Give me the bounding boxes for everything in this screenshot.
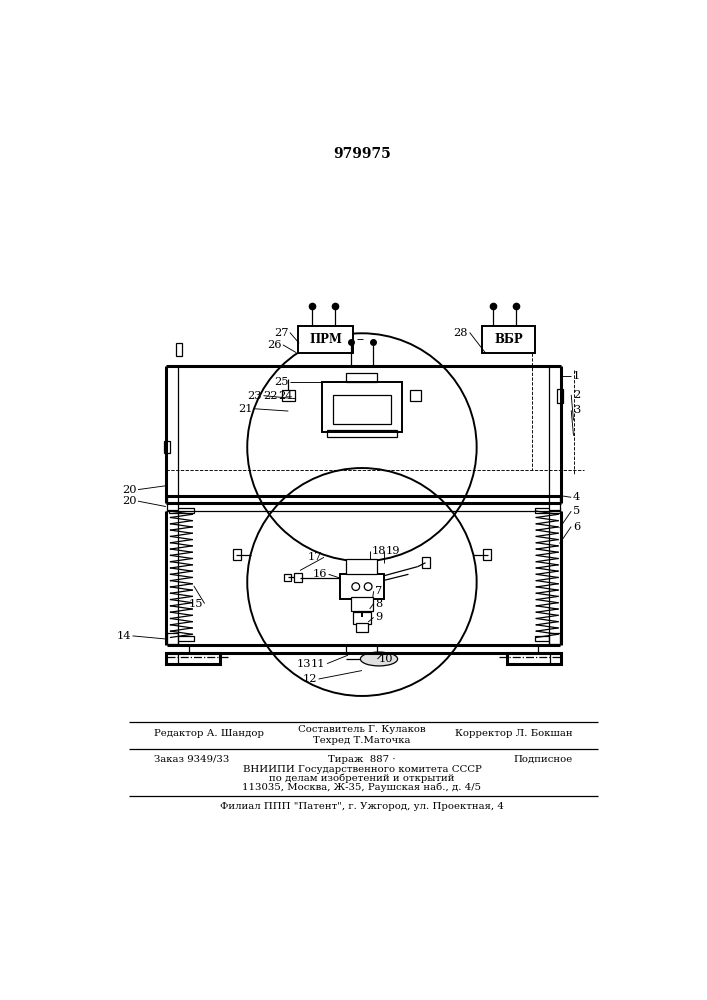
Bar bbox=[422, 557, 430, 568]
Ellipse shape bbox=[361, 652, 397, 666]
Bar bbox=[549, 633, 559, 644]
Bar bbox=[549, 496, 559, 510]
Text: 17: 17 bbox=[308, 552, 322, 562]
Text: 3: 3 bbox=[573, 405, 580, 415]
Bar bbox=[169, 508, 194, 513]
Text: Составитель Г. Кулаков: Составитель Г. Кулаков bbox=[298, 725, 426, 734]
Text: 26: 26 bbox=[267, 340, 281, 350]
Text: 21: 21 bbox=[238, 404, 252, 414]
Text: 14: 14 bbox=[117, 631, 131, 641]
Text: 7: 7 bbox=[375, 586, 382, 596]
Text: 979975: 979975 bbox=[333, 147, 391, 161]
Text: по делам изобретений и открытий: по делам изобретений и открытий bbox=[269, 774, 455, 783]
Bar bbox=[410, 390, 421, 401]
Text: Подписное: Подписное bbox=[513, 755, 573, 764]
Text: Корректор Л. Бокшан: Корректор Л. Бокшан bbox=[455, 729, 573, 738]
Text: ПРМ: ПРМ bbox=[309, 333, 342, 346]
Bar bbox=[356, 623, 368, 632]
Text: 19: 19 bbox=[385, 546, 399, 556]
Bar bbox=[298, 326, 354, 353]
Bar bbox=[483, 549, 491, 560]
Text: Заказ 9349/33: Заказ 9349/33 bbox=[154, 755, 230, 764]
Text: 28: 28 bbox=[454, 328, 468, 338]
Bar bbox=[168, 633, 178, 644]
Text: 15: 15 bbox=[189, 599, 203, 609]
Bar bbox=[168, 496, 178, 510]
Bar bbox=[557, 389, 563, 403]
Text: 18: 18 bbox=[371, 546, 386, 556]
Bar bbox=[332, 395, 392, 424]
Text: Тираж  887 ·: Тираж 887 · bbox=[328, 755, 396, 764]
Text: ВНИИПИ Государственного комитета СССР: ВНИИПИ Государственного комитета СССР bbox=[243, 765, 481, 774]
Text: 1: 1 bbox=[573, 371, 580, 381]
Bar bbox=[353, 612, 371, 624]
Bar bbox=[534, 508, 559, 513]
Bar bbox=[346, 373, 378, 382]
Bar bbox=[176, 343, 182, 356]
Text: 24: 24 bbox=[279, 391, 293, 401]
Bar bbox=[327, 430, 397, 437]
Text: 25: 25 bbox=[274, 377, 288, 387]
Text: 16: 16 bbox=[312, 569, 327, 579]
Text: 12: 12 bbox=[303, 674, 317, 684]
Text: 11: 11 bbox=[311, 659, 325, 669]
Text: 9: 9 bbox=[375, 612, 382, 622]
Bar bbox=[169, 636, 194, 641]
Bar bbox=[166, 653, 220, 664]
Bar bbox=[507, 653, 561, 664]
Bar bbox=[293, 573, 301, 582]
Text: 10: 10 bbox=[379, 654, 394, 664]
Text: ВБР: ВБР bbox=[494, 333, 522, 346]
Bar bbox=[482, 326, 534, 353]
Text: Редактор А. Шандор: Редактор А. Шандор bbox=[154, 729, 264, 738]
Text: 6: 6 bbox=[573, 522, 580, 532]
Bar bbox=[351, 597, 373, 611]
Text: 13: 13 bbox=[297, 659, 312, 669]
Bar bbox=[534, 636, 559, 641]
Text: Техред Т.Маточка: Техред Т.Маточка bbox=[313, 736, 411, 745]
Bar bbox=[282, 390, 295, 401]
Text: 4: 4 bbox=[573, 492, 580, 502]
Bar bbox=[322, 382, 402, 432]
Text: Филиал ППП "Патент", г. Ужгород, ул. Проектная, 4: Филиал ППП "Патент", г. Ужгород, ул. Про… bbox=[220, 802, 504, 811]
Text: 23: 23 bbox=[247, 391, 262, 401]
Text: 5: 5 bbox=[573, 506, 580, 516]
Text: 8: 8 bbox=[375, 599, 382, 609]
Bar bbox=[284, 574, 291, 581]
Text: 27: 27 bbox=[274, 328, 288, 338]
Text: 22: 22 bbox=[263, 391, 277, 401]
Text: 20: 20 bbox=[122, 485, 136, 495]
Text: 20: 20 bbox=[122, 496, 136, 506]
Bar bbox=[346, 559, 378, 574]
Bar bbox=[340, 574, 384, 599]
Bar bbox=[163, 441, 170, 453]
Bar bbox=[233, 549, 241, 560]
Text: 113035, Москва, Ж-35, Раушская наб., д. 4/5: 113035, Москва, Ж-35, Раушская наб., д. … bbox=[243, 783, 481, 792]
Text: 2: 2 bbox=[573, 390, 580, 400]
